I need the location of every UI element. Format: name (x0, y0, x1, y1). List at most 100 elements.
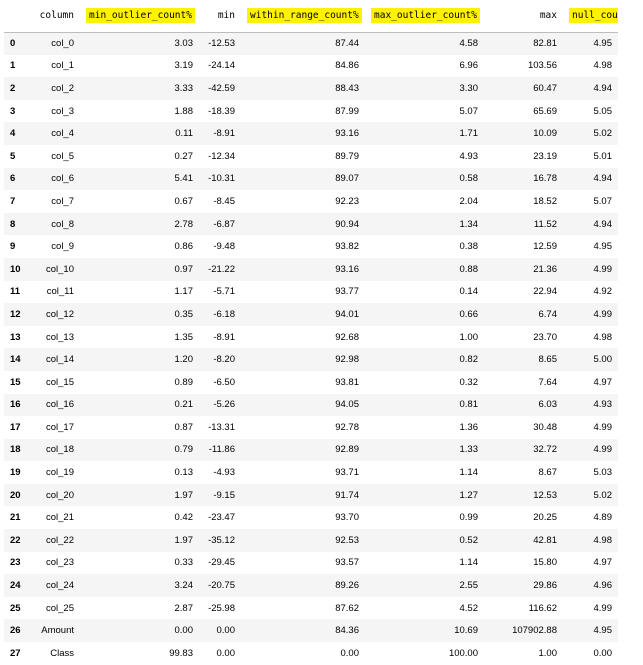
table-cell: 1.27 (459, 489, 479, 501)
table-cell: 1.33 (459, 444, 479, 456)
table-row: 22 col_22 1.97 -35.12 92.53 0.52 42.81 4.98 (4, 529, 618, 552)
table-cell: 88.43 (335, 82, 359, 94)
table-row: 27 Class 99.83 0.00 0.00 100.00 1.00 0.00 (4, 642, 618, 665)
table-cell: 4.96 (593, 580, 613, 592)
row-index: 27 (10, 647, 21, 659)
table-cell: 92.68 (335, 331, 359, 343)
table-cell: 93.57 (335, 557, 359, 569)
table-cell: -9.15 (213, 489, 235, 501)
column-name-cell: Class (50, 647, 74, 659)
table-cell: 92.78 (335, 421, 359, 433)
table-cell: 60.47 (533, 82, 557, 94)
table-cell: 8.65 (538, 354, 558, 366)
table-cell: 92.98 (335, 354, 359, 366)
row-index: 10 (10, 263, 21, 275)
table-cell: 93.77 (335, 286, 359, 298)
table-cell: 94.05 (335, 399, 359, 411)
table-row: 8 col_8 2.78 -6.87 90.94 1.34 11.52 4.94 (4, 212, 618, 236)
table-cell: 21.36 (533, 263, 557, 275)
column-name-cell: col_21 (46, 512, 74, 524)
table-cell: 5.41 (174, 173, 194, 185)
table-row: 21 col_21 0.42 -23.47 93.70 0.99 20.25 4.89 (4, 506, 618, 530)
table-cell: 5.07 (593, 195, 613, 207)
column-name-cell: col_10 (46, 263, 74, 275)
table-cell: 4.97 (593, 376, 613, 388)
table-cell: -6.50 (213, 376, 235, 388)
table-cell: -4.93 (213, 467, 235, 479)
table-cell: 6.74 (538, 308, 558, 320)
table-cell: 107902.88 (512, 625, 557, 637)
table-row: 0 col_0 3.03 -12.53 87.44 4.58 82.81 4.95 (4, 32, 618, 55)
table-cell: 103.56 (527, 60, 557, 72)
table-row: 17 col_17 0.87 -13.31 92.78 1.36 30.48 4.99 (4, 416, 618, 439)
table-cell: 4.97 (593, 557, 613, 569)
row-index: 14 (10, 354, 21, 366)
table-cell: 84.86 (335, 60, 359, 72)
table-cell: -12.53 (208, 38, 235, 50)
table-cell: 4.95 (593, 38, 613, 50)
column-header: min_outlier_count% (80, 0, 199, 33)
table-cell: 93.16 (335, 263, 359, 275)
table-cell: 91.74 (335, 489, 359, 501)
table-cell: 4.99 (593, 602, 613, 614)
column-name-cell: col_1 (51, 60, 74, 72)
table-cell: -23.47 (208, 512, 235, 524)
table-cell: 0.00 (340, 647, 360, 659)
table-cell: 0.99 (459, 512, 479, 524)
table-cell: 5.00 (593, 354, 613, 366)
table-cell: -10.31 (208, 173, 235, 185)
table-cell: 4.94 (593, 173, 613, 185)
table-cell: 3.30 (459, 82, 479, 94)
table-cell: 0.13 (174, 467, 194, 479)
table-cell: 0.11 (175, 128, 193, 140)
table-cell: -21.22 (208, 263, 235, 275)
row-index: 16 (10, 399, 21, 411)
column-header-label: within_range_count% (247, 8, 362, 24)
column-name-cell: col_7 (51, 195, 74, 207)
table-cell: 1.00 (459, 331, 479, 343)
row-index: 3 (10, 105, 16, 117)
dataframe-table: column min_outlier_count% min within_range_… (4, 0, 618, 665)
row-index: 0 (10, 38, 16, 50)
table-cell: 4.93 (593, 399, 613, 411)
row-index: 11 (10, 286, 21, 298)
table-cell: 92.53 (335, 534, 359, 546)
table-cell: 0.32 (459, 376, 479, 388)
column-name-cell: col_11 (46, 286, 74, 298)
column-header-label: min_outlier_count% (86, 8, 195, 24)
row-index: 8 (10, 218, 16, 230)
table-cell: 20.25 (533, 512, 557, 524)
table-cell: 0.00 (593, 647, 613, 659)
table-cell: 89.26 (335, 580, 359, 592)
column-header-label: max (539, 10, 557, 22)
table-cell: 0.52 (459, 534, 479, 546)
table-row: 23 col_23 0.33 -29.45 93.57 1.14 15.80 4.97 (4, 551, 618, 575)
row-index: 20 (10, 489, 21, 501)
column-header-label: min (217, 10, 235, 22)
column-header: max (484, 0, 563, 33)
table-cell: -6.18 (213, 308, 235, 320)
table-row: 12 col_12 0.35 -6.18 94.01 0.66 6.74 4.99 (4, 303, 618, 326)
table-cell: -24.14 (208, 60, 235, 72)
table-cell: -5.26 (213, 399, 235, 411)
column-header-label: column (39, 10, 74, 22)
row-index: 22 (10, 534, 21, 546)
column-name-cell: col_17 (46, 421, 74, 433)
table-cell: 0.00 (216, 647, 236, 659)
column-header: null_count% (563, 0, 618, 33)
table-cell: 18.52 (533, 195, 557, 207)
table-cell: 94.01 (335, 308, 359, 320)
table-cell: 5.02 (593, 489, 613, 501)
table-cell: 1.36 (459, 421, 479, 433)
table-cell: 0.38 (459, 241, 479, 253)
table-cell: 0.14 (459, 286, 479, 298)
column-header: max_outlier_count% (365, 0, 484, 33)
table-cell: -8.91 (213, 331, 235, 343)
column-name-cell: col_14 (46, 354, 74, 366)
table-row: 7 col_7 0.67 -8.45 92.23 2.04 18.52 5.07 (4, 190, 618, 213)
table-cell: 23.70 (533, 331, 557, 343)
table-cell: 4.89 (593, 512, 613, 524)
table-cell: 1.88 (174, 105, 194, 117)
row-index: 12 (10, 308, 21, 320)
table-cell: 0.97 (174, 263, 194, 275)
